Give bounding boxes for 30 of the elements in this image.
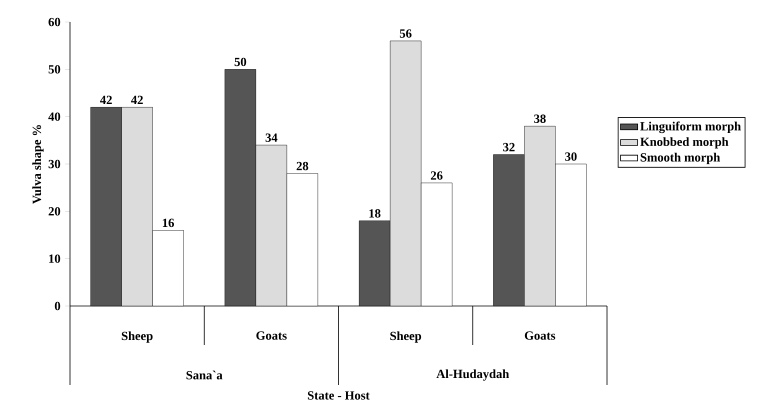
- data-label: 42: [131, 96, 143, 104]
- y-tick-label: 50: [48, 65, 60, 74]
- data-label: 38: [534, 114, 546, 123]
- data-label: 28: [296, 162, 308, 170]
- data-label: 34: [266, 133, 278, 142]
- y-axis-title: Vulva shape %: [32, 125, 44, 204]
- x-tick-label: Sheep: [390, 331, 422, 343]
- data-label: 32: [503, 142, 515, 152]
- data-label: 42: [100, 96, 112, 104]
- y-tick-label: 40: [48, 112, 60, 121]
- x-axis-title: State - Host: [308, 391, 370, 400]
- y-tick-label: 60: [48, 18, 60, 26]
- y-tick-label: 0: [54, 302, 60, 310]
- y-tick-label: 30: [48, 160, 60, 168]
- text: Sana`a: [186, 370, 222, 380]
- data-label: 26: [430, 171, 443, 180]
- data-label: 56: [400, 29, 412, 38]
- legend-label: Linguiform morph: [640, 122, 741, 134]
- x-tick-label: Sheep: [122, 331, 153, 343]
- data-label: 18: [369, 209, 380, 218]
- text: Al-Hudaydah: [436, 369, 510, 381]
- x-tick-label: Goats: [524, 331, 556, 340]
- y-tick-label: 20: [48, 207, 60, 216]
- x-tick-label: Goats: [256, 331, 287, 340]
- y-tick-label: 10: [49, 254, 60, 263]
- data-label: 16: [162, 218, 174, 228]
- data-label: 30: [565, 152, 577, 161]
- legend-label: Smooth morph: [640, 152, 720, 164]
- legend-label: Knobbed morph: [640, 137, 728, 149]
- data-label: 50: [234, 58, 246, 66]
